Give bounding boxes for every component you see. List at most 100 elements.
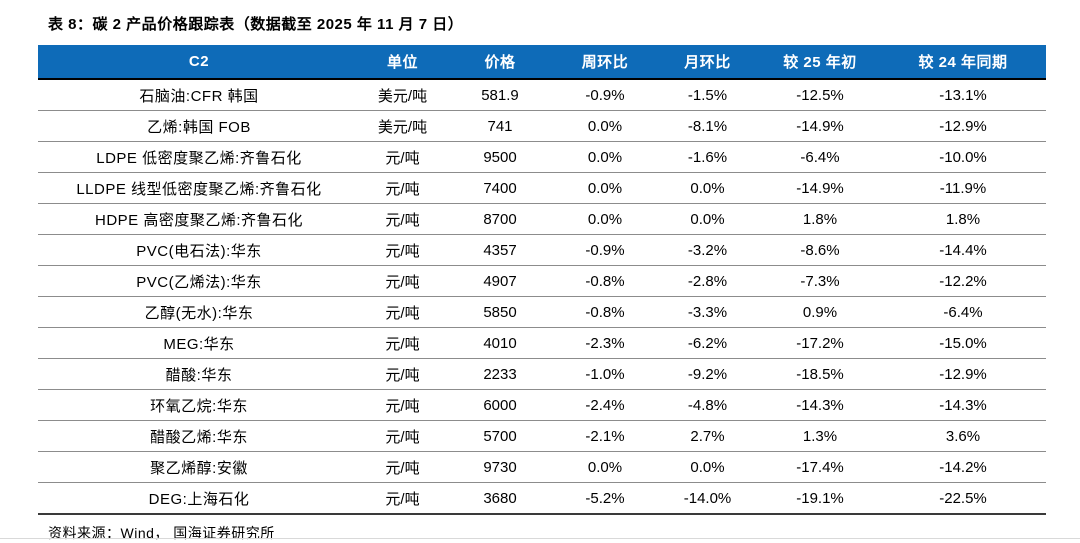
yoy-change-cell: -12.9%	[880, 358, 1046, 390]
product-name-cell: HDPE 高密度聚乙烯:齐鲁石化	[38, 203, 360, 235]
unit-cell: 元/吨	[360, 358, 445, 390]
unit-cell: 元/吨	[360, 234, 445, 266]
unit-cell: 美元/吨	[360, 79, 445, 111]
yoy-change-cell: -22.5%	[880, 482, 1046, 515]
mom-change-cell: 2.7%	[655, 420, 760, 452]
unit-cell: 元/吨	[360, 172, 445, 204]
table-row: HDPE 高密度聚乙烯:齐鲁石化 元/吨 8700 0.0% 0.0% 1.8% 1.8%	[38, 203, 1046, 235]
unit-cell: 元/吨	[360, 327, 445, 359]
wow-change-cell: -2.3%	[555, 327, 655, 359]
unit-cell: 元/吨	[360, 265, 445, 297]
ytd-change-cell: 1.3%	[760, 420, 880, 452]
ytd-change-cell: -8.6%	[760, 234, 880, 266]
yoy-change-cell: 3.6%	[880, 420, 1046, 452]
wow-change-cell: -0.8%	[555, 296, 655, 328]
wow-change-cell: -1.0%	[555, 358, 655, 390]
table-row: 醋酸乙烯:华东 元/吨 5700 -2.1% 2.7% 1.3% 3.6%	[38, 420, 1046, 452]
table-title: 表 8：碳 2 产品价格跟踪表（数据截至 2025 年 11 月 7 日）	[48, 16, 464, 33]
yoy-change-cell: 1.8%	[880, 203, 1046, 235]
table-header-row: C2 单位 价格 周环比 月环比 较 25 年初 较 24 年同期	[38, 45, 1046, 80]
yoy-change-cell: -11.9%	[880, 172, 1046, 204]
mom-change-cell: -4.8%	[655, 389, 760, 421]
mom-change-cell: -3.3%	[655, 296, 760, 328]
table-row: LDPE 低密度聚乙烯:齐鲁石化 元/吨 9500 0.0% -1.6% -6.4% -10…	[38, 141, 1046, 173]
ytd-change-cell: -18.5%	[760, 358, 880, 390]
table-row: 乙醇(无水):华东 元/吨 5850 -0.8% -3.3% 0.9% -6.4%	[38, 296, 1046, 328]
product-name-cell: LLDPE 线型低密度聚乙烯:齐鲁石化	[38, 172, 360, 204]
yoy-change-cell: -10.0%	[880, 141, 1046, 173]
mom-change-cell: 0.0%	[655, 451, 760, 483]
unit-cell: 元/吨	[360, 420, 445, 452]
col-header-c2: C2	[38, 45, 360, 80]
price-cell: 2233	[445, 358, 555, 390]
unit-cell: 元/吨	[360, 389, 445, 421]
mom-change-cell: -1.5%	[655, 79, 760, 111]
col-header-vs-ytd25: 较 25 年初	[760, 45, 880, 80]
table-row: MEG:华东 元/吨 4010 -2.3% -6.2% -17.2% -15.0%	[38, 327, 1046, 359]
yoy-change-cell: -13.1%	[880, 79, 1046, 111]
unit-cell: 元/吨	[360, 451, 445, 483]
unit-cell: 元/吨	[360, 296, 445, 328]
mom-change-cell: -1.6%	[655, 141, 760, 173]
price-cell: 4907	[445, 265, 555, 297]
ytd-change-cell: -12.5%	[760, 79, 880, 111]
unit-cell: 元/吨	[360, 203, 445, 235]
table-row: PVC(乙烯法):华东 元/吨 4907 -0.8% -2.8% -7.3% -12.2%	[38, 265, 1046, 297]
table-row: DEG:上海石化 元/吨 3680 -5.2% -14.0% -19.1% -22.5%	[38, 482, 1046, 515]
yoy-change-cell: -6.4%	[880, 296, 1046, 328]
product-name-cell: MEG:华东	[38, 327, 360, 359]
product-name-cell: 聚乙烯醇:安徽	[38, 451, 360, 483]
table-row: 乙烯:韩国 FOB 美元/吨 741 0.0% -8.1% -14.9% -12.9%	[38, 110, 1046, 142]
wow-change-cell: 0.0%	[555, 203, 655, 235]
unit-cell: 元/吨	[360, 141, 445, 173]
bottom-divider	[0, 538, 1080, 539]
price-cell: 3680	[445, 482, 555, 515]
price-cell: 7400	[445, 172, 555, 204]
wow-change-cell: 0.0%	[555, 141, 655, 173]
product-name-cell: 醋酸:华东	[38, 358, 360, 390]
col-header-price: 价格	[445, 45, 555, 80]
product-name-cell: DEG:上海石化	[38, 482, 360, 515]
product-name-cell: 醋酸乙烯:华东	[38, 420, 360, 452]
ytd-change-cell: -17.4%	[760, 451, 880, 483]
wow-change-cell: -2.4%	[555, 389, 655, 421]
yoy-change-cell: -14.2%	[880, 451, 1046, 483]
table-body: 石脑油:CFR 韩国 美元/吨 581.9 -0.9% -1.5% -12.5% -13.1…	[38, 79, 1046, 515]
source-note: 资料来源：Wind， 国海证券研究所	[48, 525, 275, 541]
col-header-unit: 单位	[360, 45, 445, 80]
wow-change-cell: -0.9%	[555, 234, 655, 266]
ytd-change-cell: -14.9%	[760, 172, 880, 204]
wow-change-cell: 0.0%	[555, 451, 655, 483]
wow-change-cell: 0.0%	[555, 110, 655, 142]
unit-cell: 元/吨	[360, 482, 445, 515]
yoy-change-cell: -14.3%	[880, 389, 1046, 421]
yoy-change-cell: -14.4%	[880, 234, 1046, 266]
price-cell: 4010	[445, 327, 555, 359]
price-cell: 9500	[445, 141, 555, 173]
table-row: LLDPE 线型低密度聚乙烯:齐鲁石化 元/吨 7400 0.0% 0.0% -14.9%…	[38, 172, 1046, 204]
mom-change-cell: -2.8%	[655, 265, 760, 297]
price-cell: 4357	[445, 234, 555, 266]
unit-cell: 美元/吨	[360, 110, 445, 142]
ytd-change-cell: -14.9%	[760, 110, 880, 142]
wow-change-cell: -5.2%	[555, 482, 655, 515]
table-row: 环氧乙烷:华东 元/吨 6000 -2.4% -4.8% -14.3% -14.3%	[38, 389, 1046, 421]
wow-change-cell: -0.9%	[555, 79, 655, 111]
price-cell: 5700	[445, 420, 555, 452]
col-header-vs-yoy24: 较 24 年同期	[880, 45, 1046, 80]
ytd-change-cell: -19.1%	[760, 482, 880, 515]
ytd-change-cell: -14.3%	[760, 389, 880, 421]
price-cell: 6000	[445, 389, 555, 421]
wow-change-cell: -0.8%	[555, 265, 655, 297]
price-cell: 9730	[445, 451, 555, 483]
mom-change-cell: -6.2%	[655, 327, 760, 359]
mom-change-cell: -9.2%	[655, 358, 760, 390]
table-row: 聚乙烯醇:安徽 元/吨 9730 0.0% 0.0% -17.4% -14.2%	[38, 451, 1046, 483]
price-cell: 8700	[445, 203, 555, 235]
price-cell: 5850	[445, 296, 555, 328]
ytd-change-cell: -17.2%	[760, 327, 880, 359]
table-row: 石脑油:CFR 韩国 美元/吨 581.9 -0.9% -1.5% -12.5% -13.1…	[38, 79, 1046, 111]
col-header-wow: 周环比	[555, 45, 655, 80]
product-name-cell: 乙醇(无水):华东	[38, 296, 360, 328]
